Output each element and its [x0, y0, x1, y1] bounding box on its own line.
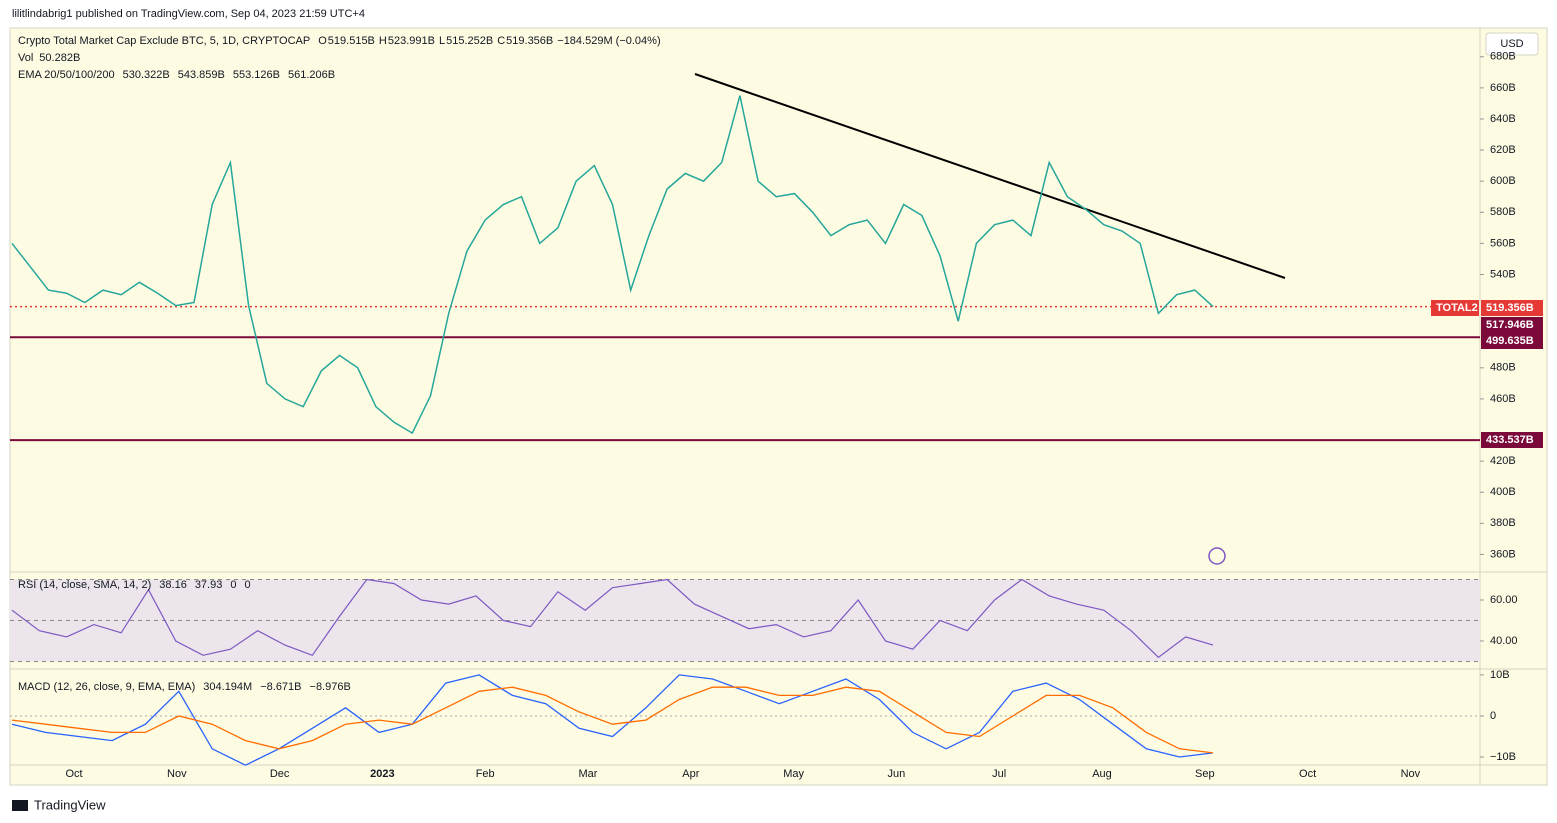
- x-tick-label: Dec: [270, 768, 290, 780]
- macd-tick-label: 10B: [1490, 669, 1510, 681]
- currency-label: USD: [1500, 38, 1523, 50]
- legend-text: EMA 20/50/100/200: [18, 69, 115, 81]
- x-tick-label: Sep: [1195, 768, 1215, 780]
- y-tick-label: 380B: [1490, 517, 1516, 529]
- macd-line: [11, 674, 1214, 766]
- y-tick-label: 480B: [1490, 362, 1516, 374]
- legend-text: MACD (12, 26, close, 9, EMA, EMA): [18, 681, 195, 693]
- rsi-line: [11, 578, 1214, 659]
- brand: TradingView: [34, 797, 106, 812]
- x-tick-label: Apr: [682, 768, 699, 780]
- trend-line: [694, 73, 1286, 279]
- x-tick-label: Jul: [992, 768, 1006, 780]
- legend-text: O: [318, 35, 327, 47]
- legend-text: 38.16: [159, 579, 187, 591]
- level-badge: [1481, 333, 1543, 349]
- macd-line: [11, 686, 1214, 754]
- x-tick-label: Oct: [1299, 768, 1316, 780]
- legend-text: Vol: [18, 52, 33, 64]
- x-tick-label: Aug: [1092, 768, 1112, 780]
- x-tick-label: May: [783, 768, 804, 780]
- level-label: 519.356B: [1486, 302, 1534, 314]
- legend-text: 515.252B: [446, 35, 493, 47]
- y-tick-label: 680B: [1490, 51, 1516, 63]
- x-tick-label: Oct: [65, 768, 82, 780]
- legend-text: H: [379, 35, 387, 47]
- x-tick-label: Jun: [888, 768, 906, 780]
- y-tick-label: 640B: [1490, 113, 1516, 125]
- legend-text: RSI (14, close, SMA, 14, 2): [18, 579, 151, 591]
- x-tick-label: Mar: [579, 768, 598, 780]
- legend-text: 523.991B: [388, 35, 435, 47]
- rsi-tick-label: 60.00: [1490, 594, 1518, 606]
- macd-tick-label: −10B: [1490, 751, 1516, 763]
- y-tick-label: 580B: [1490, 206, 1516, 218]
- x-tick-label: 2023: [370, 768, 394, 780]
- legend-text: 0: [244, 579, 250, 591]
- x-tick-label: Feb: [476, 768, 495, 780]
- brand-logo: [12, 800, 28, 811]
- legend-text: −8.671B: [260, 681, 301, 693]
- x-tick-label: Nov: [1401, 768, 1421, 780]
- legend-text: C: [497, 35, 505, 47]
- legend-text: 519.356B: [506, 35, 553, 47]
- y-tick-label: 620B: [1490, 144, 1516, 156]
- legend-text: 561.206B: [288, 69, 335, 81]
- chart-frame: [9, 27, 1548, 786]
- y-tick-label: 400B: [1490, 486, 1516, 498]
- level-badge: [1481, 300, 1543, 316]
- level-label: 517.946B: [1486, 319, 1534, 331]
- legend-text: L: [439, 35, 445, 47]
- level-name-badge: [1431, 300, 1479, 316]
- level-label: 499.635B: [1486, 335, 1534, 347]
- legend-text: 553.126B: [233, 69, 280, 81]
- macd-tick-label: 0: [1490, 710, 1496, 722]
- legend-text: 519.515B: [328, 35, 375, 47]
- legend-text: 304.194M: [203, 681, 252, 693]
- y-tick-label: 560B: [1490, 237, 1516, 249]
- y-tick-label: 460B: [1490, 393, 1516, 405]
- replay-icon[interactable]: [1208, 547, 1226, 565]
- rsi-tick-label: 40.00: [1490, 635, 1518, 647]
- y-tick-label: 600B: [1490, 175, 1516, 187]
- legend-text: −184.529M (−0.04%): [557, 35, 660, 47]
- legend-text: 530.322B: [123, 69, 170, 81]
- legend-text: Crypto Total Market Cap Exclude BTC, 5, …: [18, 35, 310, 47]
- legend-text: 543.859B: [178, 69, 225, 81]
- y-tick-label: 660B: [1490, 82, 1516, 94]
- currency-button[interactable]: [1485, 32, 1539, 56]
- price-line: [11, 95, 1214, 435]
- legend-text: 50.282B: [39, 52, 80, 64]
- legend-text: −8.976B: [310, 681, 351, 693]
- level-badge: [1481, 317, 1543, 333]
- level-name: TOTAL2: [1436, 302, 1478, 314]
- y-tick-label: 540B: [1490, 268, 1516, 280]
- y-tick-label: 360B: [1490, 548, 1516, 560]
- publisher: lilitlindabrig1 published on TradingView…: [12, 8, 365, 20]
- legend-text: 37.93: [195, 579, 223, 591]
- y-tick-label: 420B: [1490, 455, 1516, 467]
- level-badge: [1481, 432, 1543, 448]
- legend-text: 0: [230, 579, 236, 591]
- level-label: 433.537B: [1486, 434, 1534, 446]
- x-tick-label: Nov: [167, 768, 187, 780]
